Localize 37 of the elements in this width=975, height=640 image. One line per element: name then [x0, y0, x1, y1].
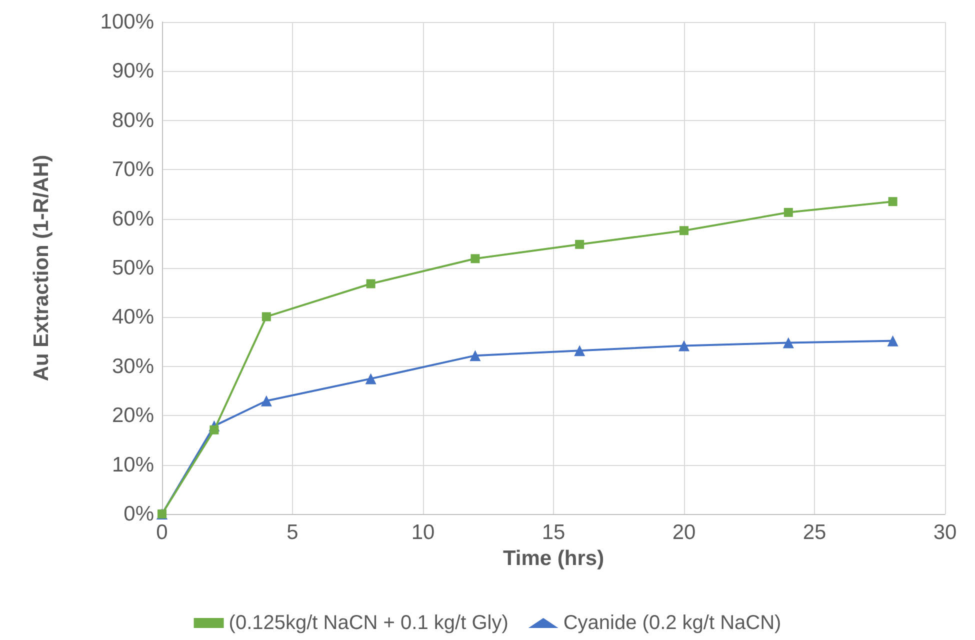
point	[680, 226, 688, 236]
x-tick-label: 30	[933, 521, 957, 544]
x-tick-label: 0	[156, 521, 168, 544]
y-tick-label: 70%	[112, 158, 154, 182]
point	[888, 197, 898, 206]
point	[366, 279, 376, 288]
y-tick-label: 20%	[112, 404, 154, 428]
point	[887, 335, 898, 346]
y-tick-label: 0%	[124, 502, 154, 526]
point	[782, 337, 794, 348]
legend-label: (0.125kg/t NaCN + 0.1 kg/t Gly)	[228, 612, 508, 634]
y-axis-title: Au Extraction (1-R/AH)	[30, 154, 53, 382]
x-axis-title: Time (hrs)	[502, 547, 604, 570]
y-tick-label: 100%	[100, 10, 154, 34]
y-tick-label: 10%	[112, 453, 154, 476]
point	[575, 240, 584, 249]
point	[470, 254, 480, 264]
legend-label: Cyanide (0.2 kg/t NaCN)	[563, 612, 782, 634]
point	[470, 350, 481, 362]
x-tick-label: 20	[672, 521, 696, 544]
y-tick-label: 50%	[112, 256, 154, 280]
point	[678, 340, 690, 352]
x-tick-label: 15	[542, 521, 566, 544]
point	[574, 345, 586, 356]
point	[210, 425, 219, 434]
point	[262, 312, 271, 322]
x-tick-label: 25	[802, 521, 826, 544]
x-tick-label: 10	[411, 521, 435, 544]
point	[365, 373, 376, 384]
y-tick-label: 80%	[112, 108, 154, 132]
point	[260, 395, 272, 406]
y-tick-label: 90%	[112, 60, 154, 83]
point	[784, 208, 793, 217]
x-tick-label: 5	[286, 521, 298, 544]
y-tick-label: 40%	[112, 306, 154, 329]
y-tick-label: 30%	[112, 354, 154, 378]
y-tick-label: 60%	[112, 207, 154, 230]
